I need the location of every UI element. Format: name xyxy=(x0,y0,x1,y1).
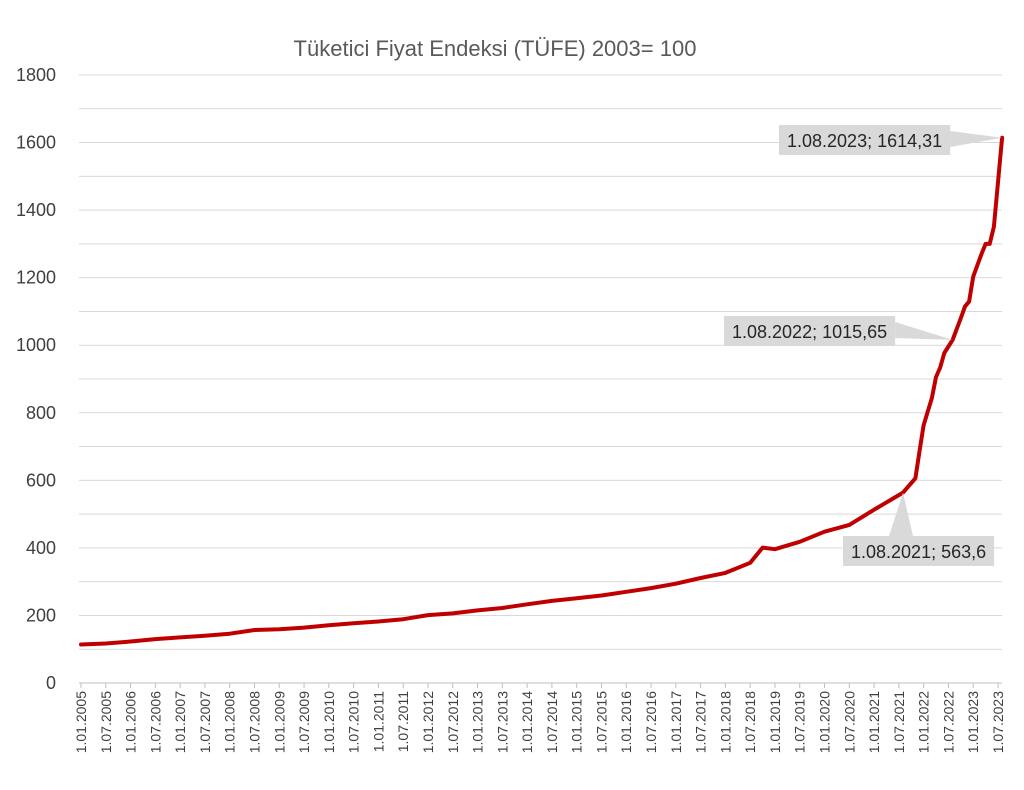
y-tick-label: 1600 xyxy=(16,133,56,153)
y-tick-label: 600 xyxy=(26,470,56,490)
annotation-pointer xyxy=(895,322,953,340)
x-tick-label: 1.01.2020 xyxy=(817,691,833,753)
x-tick-label: 1.01.2010 xyxy=(321,691,337,753)
x-tick-label: 1.01.2005 xyxy=(73,691,89,753)
x-tick-label: 1.07.2022 xyxy=(940,691,956,753)
y-axis-ticks: 0 200 400 600 800 1000 1200 1400 1600 1800 xyxy=(16,65,56,693)
annotation-box xyxy=(724,316,896,346)
x-tick-label: 1.07.2015 xyxy=(593,691,609,753)
x-tick-label: 1.01.2011 xyxy=(370,691,386,752)
x-tick-label: 1.01.2014 xyxy=(519,691,535,753)
x-tick-label: 1.07.2013 xyxy=(494,691,510,753)
y-tick-label: 800 xyxy=(26,403,56,423)
x-tick-label: 1.07.2023 xyxy=(990,691,1006,753)
x-tick-label: 1.07.2009 xyxy=(296,691,312,753)
annotation-label: 1.08.2021; 563,6 xyxy=(851,542,986,562)
y-tick-label: 1200 xyxy=(16,268,56,288)
x-tick-label: 1.07.2018 xyxy=(742,691,758,753)
gridlines xyxy=(79,74,1002,684)
y-tick-label: 1800 xyxy=(16,65,56,85)
x-tick-label: 1.07.2005 xyxy=(98,691,114,753)
x-tick-label: 1.01.2006 xyxy=(123,691,139,753)
x-tick-label: 1.01.2022 xyxy=(916,691,932,753)
x-tick-label: 1.07.2014 xyxy=(544,691,560,753)
x-tick-label: 1.07.2012 xyxy=(445,691,461,753)
x-tick-label: 1.07.2007 xyxy=(197,691,213,753)
x-tick-label: 1.01.2016 xyxy=(618,691,634,753)
x-tick-label: 1.01.2012 xyxy=(420,691,436,753)
x-tick-label: 1.07.2021 xyxy=(891,691,907,753)
x-tick-label: 1.01.2021 xyxy=(866,691,882,753)
annotation-label: 1.08.2022; 1015,65 xyxy=(732,322,887,342)
x-tick-label: 1.01.2008 xyxy=(222,691,238,753)
x-tick-label: 1.07.2010 xyxy=(346,691,362,753)
x-tick-label: 1.01.2023 xyxy=(965,691,981,753)
x-tick-label: 1.07.2008 xyxy=(246,691,262,753)
x-tick-label: 1.01.2007 xyxy=(172,691,188,753)
annotation-pointer xyxy=(888,492,913,536)
x-axis-ticks: 1.01.2005 1.07.2005 1.01.2006 1.07.2006 1.01… xyxy=(73,683,1006,753)
y-tick-label: 1000 xyxy=(16,335,56,355)
x-tick-label: 1.01.2017 xyxy=(668,691,684,753)
x-tick-label: 1.01.2015 xyxy=(569,691,585,753)
annotation-box xyxy=(843,536,995,566)
x-tick-label: 1.07.2011 xyxy=(395,691,411,752)
chart-title: Tüketici Fiyat Endeksi (TÜFE) 2003= 100 xyxy=(294,36,697,61)
y-tick-label: 1400 xyxy=(16,200,56,220)
series-layer xyxy=(79,135,1005,647)
annotation-label: 1.08.2023; 1614,31 xyxy=(787,131,942,151)
x-tick-label: 1.07.2017 xyxy=(693,691,709,753)
x-tick-label: 1.01.2018 xyxy=(717,691,733,753)
x-tick-label: 1.07.2016 xyxy=(643,691,659,753)
annotation-box xyxy=(779,125,951,155)
x-tick-label: 1.07.2019 xyxy=(792,691,808,753)
tufe-series-line xyxy=(79,135,1005,647)
y-tick-label: 400 xyxy=(26,538,56,558)
x-tick-label: 1.01.2013 xyxy=(470,691,486,753)
x-tick-label: 1.07.2020 xyxy=(841,691,857,753)
y-tick-label: 0 xyxy=(46,673,56,693)
y-tick-label: 200 xyxy=(26,605,56,625)
annotations: 1.08.2023; 1614,31 1.08.2022; 1015,65 1.08… xyxy=(724,125,1003,566)
x-tick-label: 1.01.2019 xyxy=(767,691,783,753)
annotation-pointer xyxy=(950,131,1003,147)
x-tick-label: 1.07.2006 xyxy=(147,691,163,753)
x-tick-label: 1.01.2009 xyxy=(271,691,287,753)
